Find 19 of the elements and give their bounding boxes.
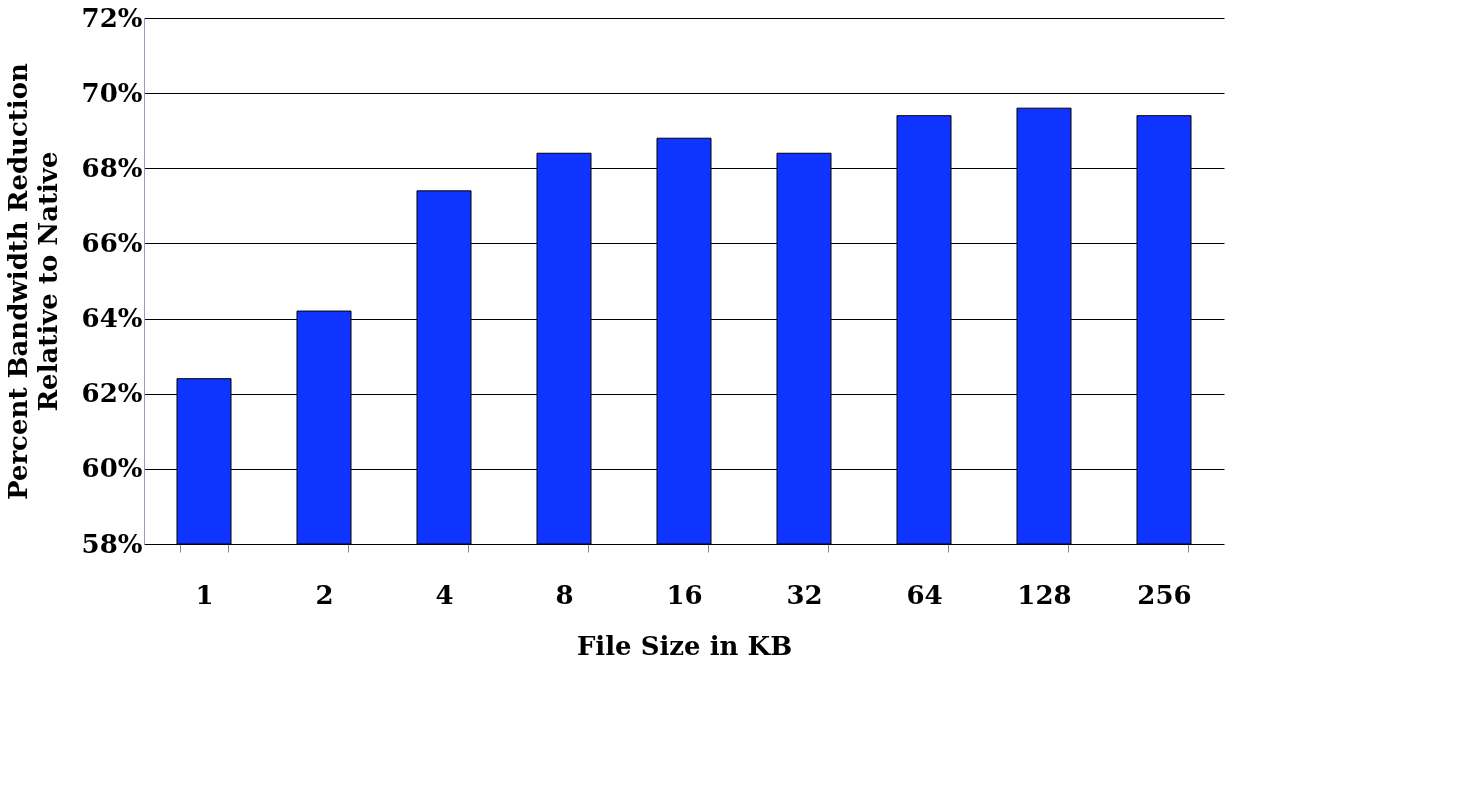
x-tick-label: 2	[315, 579, 334, 610]
y-tick-label: 62%	[81, 378, 143, 409]
y-tick-label: 72%	[81, 2, 143, 33]
x-tick-label: 128	[1017, 579, 1072, 610]
y-axis-title: Percent Bandwidth Reduction Relative to Native	[2, 62, 63, 500]
y-tick-label: 68%	[81, 152, 143, 183]
x-tick-label: 256	[1137, 579, 1192, 610]
x-tick-label: 32	[786, 579, 823, 610]
x-tick-label: 1	[195, 579, 214, 610]
x-axis-title: File Size in KB	[576, 630, 793, 661]
x-tick-label: 64	[906, 579, 943, 610]
y-tick-label: 60%	[81, 453, 143, 484]
x-tick-label: 8	[555, 579, 574, 610]
y-tick-label: 58%	[81, 528, 143, 559]
y-tick-label: 66%	[81, 227, 143, 258]
x-tick-label: 4	[435, 579, 454, 610]
y-tick-label: 70%	[81, 77, 143, 108]
x-tick-label: 16	[666, 579, 703, 610]
y-tick-label: 64%	[81, 303, 143, 334]
